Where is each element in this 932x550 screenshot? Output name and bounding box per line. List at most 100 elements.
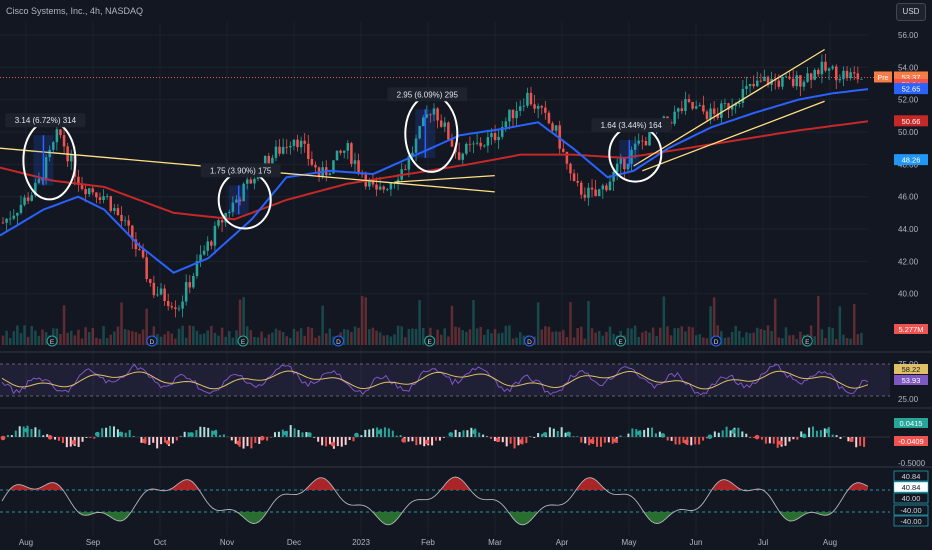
grid [0,22,890,535]
time-tick-label: May [621,538,636,547]
volume-bar [709,306,712,345]
macd-histogram-bar [599,437,602,447]
volume-bar [777,337,781,345]
volume-bar [113,331,116,345]
candle-body [271,157,274,166]
candle-body [730,105,734,110]
volume-bar [289,338,292,345]
candle-body [619,158,623,164]
macd-histogram-bar [690,437,693,446]
macd-histogram-bar [674,437,677,445]
osc-value: 40.00 [902,494,921,503]
macd-histogram-bar [352,437,355,442]
volume-bar [274,328,278,345]
volume-bar [131,331,134,345]
volume-bar [396,325,400,345]
volume-bar [518,332,522,345]
volume-bar [120,302,123,345]
macd-cross-dot [542,432,548,437]
event-marker-label: D [336,339,341,346]
candle-body [1,222,5,224]
volume-bar [386,335,389,345]
macd-histogram-bar [38,429,41,437]
volume-bar [314,337,317,345]
macd-histogram-bar [270,437,273,438]
candle-body [368,179,371,187]
macd-histogram-bar [179,435,182,437]
volume-bar [684,331,687,345]
macd-histogram-bar [658,431,661,437]
price-label: 50.66 [902,117,921,126]
candle-body [342,150,346,153]
volume-bar [522,335,526,345]
macd-histogram-bar [387,428,390,437]
macd-histogram-bar [486,436,489,437]
macd-histogram-bar [156,437,159,449]
time-tick-label: Dec [287,538,301,547]
macd-histogram-bar [273,432,276,437]
volume-bar [633,325,637,345]
candle-body [483,145,486,147]
candle-body [274,146,278,158]
volume-bar [691,327,694,345]
candle-body [439,120,443,127]
trend-line-ascending-support [394,175,495,183]
volume-bar [16,325,19,345]
measure-annotations[interactable]: 3.14 (6.72%) 314 1.75 (3.90%) 175 2.95 (6.… [5,87,672,230]
price-axis[interactable]: 56.0054.0052.0050.0048.0046.0044.0042.00… [874,31,929,527]
candle-body [95,192,98,198]
macd-cross-dot [0,435,6,441]
currency-button[interactable]: USD [896,3,926,21]
time-axis[interactable]: Aug Sep Oct Nov Dec 2023 Feb Mar Apr May Jun Jul Aug [19,538,837,547]
candle-body [12,215,16,219]
candle-body [37,178,41,183]
candle-body [752,83,755,87]
event-marker [146,335,158,347]
macd-histogram-bar [533,437,536,438]
volume-bar [87,332,91,345]
volume-bar [680,326,684,345]
volume-bar [594,332,597,345]
macd-histogram-bar [105,427,108,437]
candle-body [98,197,102,200]
volume-bar [694,335,698,345]
macd-cross-dot [377,429,383,435]
event-marker-label: E [50,339,55,346]
candle-body [411,152,414,157]
macd-histogram-bar [627,433,630,437]
macd-cross-dot [189,432,194,437]
volume-bar [245,326,249,345]
macd-tick-label: -0.5000 [898,459,926,468]
candle-body [23,197,26,205]
macd-histogram-bar [317,437,320,442]
volume-bar [799,331,802,345]
macd-cross-dot [848,437,854,443]
volume-bar [662,296,666,345]
volume-bar [461,330,464,345]
candle-body [806,73,809,82]
macd-histogram-bar [603,437,606,443]
volume-bar [479,326,482,345]
time-tick-label: Oct [154,538,167,547]
candle-body [447,122,450,140]
macd-histogram-bar [171,437,174,444]
macd-histogram-bar [160,437,163,445]
candle-body [831,66,834,69]
candle-body [716,113,719,118]
candle-body [558,125,561,149]
candle-body [615,163,619,172]
rsi-value: 53.93 [902,376,921,385]
macd-histogram-bar [77,437,80,447]
volume-bar [712,297,716,345]
candle-body [429,114,432,116]
volume-bar [59,333,62,345]
volume-bar [763,330,766,345]
macd-histogram-bar [383,427,386,437]
volume-bar [260,331,263,345]
volume-bar [177,328,181,345]
osc-value-box [893,504,929,516]
volume-bar [80,338,84,345]
price-label-box [894,154,928,166]
